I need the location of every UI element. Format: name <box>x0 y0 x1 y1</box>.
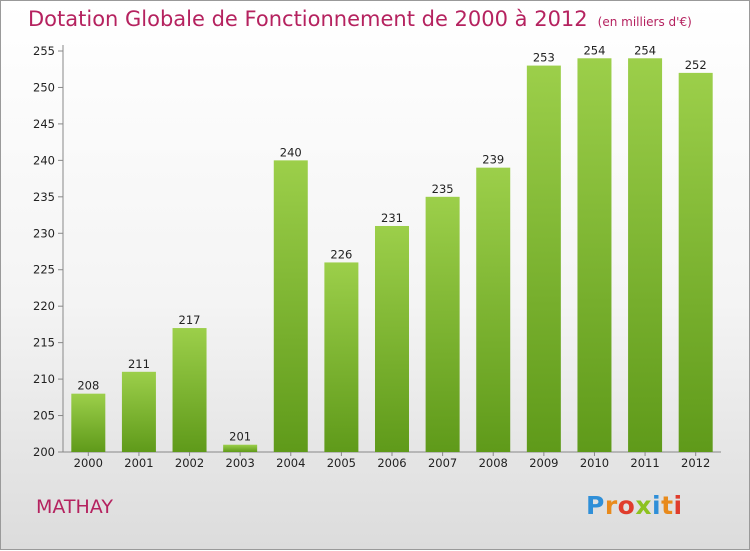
y-tick-label: 225 <box>33 263 55 277</box>
x-tick-label: 2001 <box>124 456 153 470</box>
x-tick-label: 2005 <box>327 456 356 470</box>
bar-value-label: 226 <box>330 247 352 261</box>
chart-title: Dotation Globale de Fonctionnement de 20… <box>28 7 692 31</box>
bar[interactable] <box>121 371 156 452</box>
y-tick-label: 220 <box>33 299 55 313</box>
x-tick-label: 2012 <box>681 456 710 470</box>
bar[interactable] <box>172 328 207 452</box>
bar-value-label: 231 <box>381 211 403 225</box>
commune-name: MATHAY <box>36 496 113 518</box>
bar[interactable] <box>577 58 612 453</box>
bar-value-label: 217 <box>179 313 201 327</box>
bar-value-label: 254 <box>634 43 656 57</box>
bar[interactable] <box>425 196 460 452</box>
bar[interactable] <box>223 444 258 452</box>
x-tick-label: 2006 <box>377 456 406 470</box>
bar-value-label: 211 <box>128 357 150 371</box>
bar-value-label: 208 <box>77 379 99 393</box>
bar-value-label: 240 <box>280 145 302 159</box>
y-tick-label: 255 <box>33 44 55 58</box>
x-tick-label: 2002 <box>175 456 204 470</box>
y-tick-label: 200 <box>33 445 55 459</box>
x-tick-label: 2007 <box>428 456 457 470</box>
title-text: Dotation Globale de Fonctionnement de 20… <box>28 7 588 31</box>
y-tick-label: 250 <box>33 80 55 94</box>
x-tick-label: 2010 <box>580 456 609 470</box>
y-tick-label: 245 <box>33 117 55 131</box>
y-tick-label: 230 <box>33 226 55 240</box>
y-tick-label: 215 <box>33 336 55 350</box>
x-tick-label: 2008 <box>479 456 508 470</box>
bar[interactable] <box>628 58 663 453</box>
bar[interactable] <box>678 72 713 452</box>
bar[interactable] <box>476 167 511 452</box>
y-tick-label: 240 <box>33 153 55 167</box>
y-tick-label: 210 <box>33 372 55 386</box>
bar[interactable] <box>71 393 106 452</box>
bars <box>71 58 713 453</box>
bar-value-label: 253 <box>533 51 555 65</box>
bar-value-label: 201 <box>229 430 251 444</box>
x-tick-label: 2003 <box>226 456 255 470</box>
bar-value-label: 252 <box>685 58 707 72</box>
x-tick-label: 2011 <box>630 456 659 470</box>
title-unit: (en milliers d'€) <box>597 15 692 29</box>
labels: 208 2000 211 2001 217 2002 201 2003 240 2004 226 20… <box>74 43 711 470</box>
bar-value-label: 254 <box>583 43 605 57</box>
x-tick-label: 2004 <box>276 456 305 470</box>
y-tick-label: 205 <box>33 409 55 423</box>
x-tick-label: 2000 <box>74 456 103 470</box>
bar[interactable] <box>375 225 409 452</box>
axes: 200 205 210 215 220 225 230 235 240 245 250 255 <box>33 44 721 459</box>
bar[interactable] <box>324 262 359 452</box>
bar[interactable] <box>273 160 308 452</box>
proxiti-logo[interactable]: Proxiti <box>586 491 683 520</box>
x-tick-label: 2009 <box>529 456 558 470</box>
bar-value-label: 239 <box>482 153 504 167</box>
y-tick-label: 235 <box>33 190 55 204</box>
bar-value-label: 235 <box>432 182 454 196</box>
bar[interactable] <box>526 65 561 452</box>
